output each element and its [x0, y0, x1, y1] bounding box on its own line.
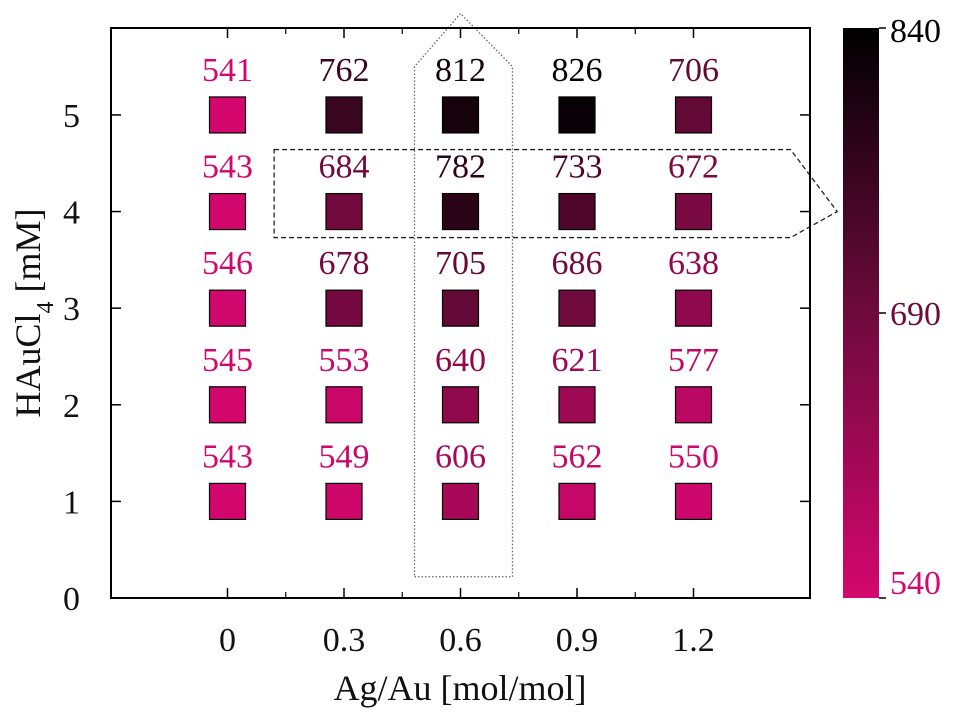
heatmap-cell — [208, 482, 247, 520]
colorbar — [843, 28, 879, 598]
heatmap-cell — [441, 289, 480, 327]
cell-value-label: 762 — [319, 52, 370, 89]
heatmap-cell — [441, 386, 480, 424]
y-tick-label: 5 — [63, 98, 80, 135]
cell-value-label: 541 — [202, 52, 253, 89]
heatmap-cell — [208, 192, 247, 231]
heatmap-cell — [558, 482, 596, 520]
heatmap-cell — [208, 289, 247, 327]
heatmap-cell — [325, 386, 363, 424]
heatmap-cell — [208, 96, 247, 134]
cell-value-label: 621 — [552, 342, 603, 379]
cell-value-label: 684 — [319, 149, 370, 186]
colorbar-tick-label: 540 — [890, 565, 941, 602]
y-tick-label: 3 — [63, 291, 80, 328]
cell-value-label: 672 — [668, 149, 719, 186]
cell-value-label: 706 — [668, 52, 719, 89]
cell-value-label: 686 — [552, 245, 603, 282]
y-axis-label-main: HAuCl — [8, 313, 48, 417]
x-axis-label: Ag/Au [mol/mol] — [334, 668, 587, 708]
x-tick-label: 0 — [219, 622, 236, 659]
colorbar-tick-label: 840 — [890, 13, 941, 50]
cell-value-label: 705 — [435, 245, 486, 282]
value-labels: 541 762 812 826 706 543 684 782 733 672 546 678 705 6… — [202, 52, 719, 475]
heatmap-cell — [558, 192, 596, 231]
heatmap-cell — [325, 289, 363, 327]
x-tick-label: 0.3 — [323, 622, 366, 659]
cell-value-label: 606 — [435, 438, 486, 475]
heatmap-cell — [558, 96, 596, 134]
x-tick-label: 0.6 — [439, 622, 482, 659]
cell-value-label: 550 — [668, 438, 719, 475]
heatmap-cell — [558, 386, 596, 424]
heatmap-cell — [674, 289, 713, 327]
cell-value-label: 733 — [552, 149, 603, 186]
heatmap-cell — [325, 96, 363, 134]
cell-value-label: 543 — [202, 438, 253, 475]
cell-value-label: 638 — [668, 245, 719, 282]
heatmap-cell — [441, 192, 480, 231]
cell-value-label: 812 — [435, 52, 486, 89]
cell-value-label: 577 — [668, 342, 719, 379]
axis-ticks — [111, 28, 810, 599]
heatmap-cell — [325, 192, 363, 231]
cell-value-label: 546 — [202, 245, 253, 282]
y-tick-label: 2 — [63, 388, 80, 425]
cell-value-label: 826 — [552, 52, 603, 89]
x-tick-label: 1.2 — [672, 622, 715, 659]
heatmap-cell — [674, 192, 713, 231]
cell-value-label: 543 — [202, 149, 253, 186]
colorbar-tick-label: 690 — [890, 296, 941, 333]
heatmap-cell — [558, 289, 596, 327]
y-axis-label-suffix: [mM] — [8, 208, 48, 301]
heatmap-cell — [674, 386, 713, 424]
y-tick-label: 4 — [63, 195, 80, 232]
heatmap-cell — [674, 96, 713, 134]
cell-value-label: 562 — [552, 438, 603, 475]
heatmap-cell — [441, 96, 480, 134]
x-tick-labels: 0 0.3 0.6 0.9 1.2 — [219, 622, 715, 659]
cell-value-label: 553 — [319, 342, 370, 379]
cell-value-label: 782 — [435, 149, 486, 186]
colorbar-ticks: 840 690 540 — [879, 13, 941, 602]
cell-value-label: 678 — [319, 245, 370, 282]
cell-value-label: 640 — [435, 342, 486, 379]
y-tick-labels: 0 1 2 3 4 5 — [63, 98, 80, 618]
heatmap-cell — [674, 482, 713, 520]
heatmap-cells — [208, 96, 713, 520]
highlight-arrows — [273, 12, 839, 578]
x-tick-label: 0.9 — [556, 622, 599, 659]
heatmap-cell — [441, 482, 480, 520]
highlight-row-arrow — [273, 148, 839, 239]
y-axis-label: HAuCl4 [mM] — [8, 208, 59, 417]
heatmap-cell — [208, 386, 247, 424]
y-tick-label: 0 — [63, 581, 80, 618]
y-tick-label: 1 — [63, 484, 80, 521]
heatmap-cell — [325, 482, 363, 520]
y-axis-label-sub: 4 — [33, 301, 59, 313]
cell-value-label: 545 — [202, 342, 253, 379]
highlight-column-arrow — [413, 12, 514, 578]
cell-value-label: 549 — [319, 438, 370, 475]
